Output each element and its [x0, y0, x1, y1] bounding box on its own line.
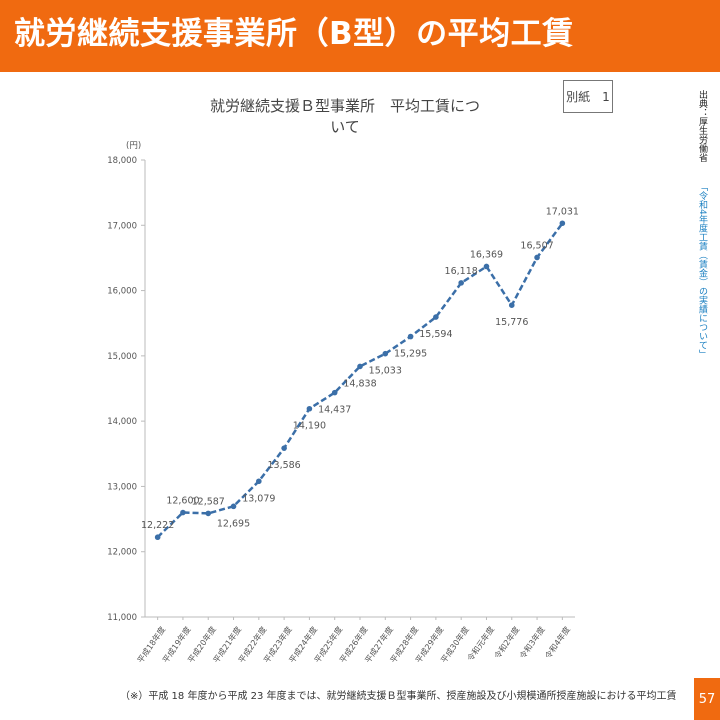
- source-label: 出典：厚生労働省: [697, 90, 707, 162]
- data-point: [180, 509, 186, 516]
- source-link[interactable]: 「令和4年度工賃（賃金）の実績について」: [697, 182, 707, 359]
- data-label: 15,776: [495, 317, 528, 328]
- data-point: [357, 363, 363, 370]
- data-label: 14,437: [318, 405, 351, 416]
- data-label: 16,118: [445, 266, 478, 277]
- header-bar: 就労継続支援事業所（B型）の平均工賃: [0, 0, 720, 72]
- attachment-badge: 別紙 1: [563, 80, 613, 113]
- data-point: [508, 302, 515, 308]
- page-title: 就労継続支援事業所（B型）の平均工賃: [14, 16, 574, 52]
- data-label: 12,222: [141, 520, 174, 531]
- y-tick-label: 14,000: [107, 417, 137, 427]
- data-label: 13,586: [267, 460, 300, 471]
- data-label: 12,695: [217, 518, 250, 529]
- data-label: 12,600: [166, 496, 199, 507]
- x-tick-label: 令和4年度: [543, 624, 572, 660]
- source-note: 出典：厚生労働省 「令和4年度工賃（賃金）の実績について」: [692, 90, 716, 390]
- data-label: 17,031: [546, 206, 579, 217]
- data-label: 14,838: [343, 378, 376, 389]
- data-label: 15,295: [394, 349, 427, 360]
- y-tick-label: 17,000: [107, 221, 137, 231]
- data-point: [256, 478, 262, 485]
- data-label: 13,079: [242, 493, 275, 504]
- y-tick-label: 18,000: [107, 156, 137, 166]
- data-label: 15,594: [419, 329, 452, 340]
- chart-title: 就労継続支援Ｂ型事業所 平均工賃について: [209, 97, 480, 136]
- y-tick-label: 13,000: [107, 482, 137, 492]
- data-point: [483, 263, 490, 270]
- data-point: [281, 445, 287, 451]
- y-tick-label: 11,000: [107, 613, 137, 623]
- data-point: [382, 350, 389, 357]
- data-label: 16,369: [470, 249, 503, 260]
- data-point: [458, 280, 464, 286]
- y-tick-label: 15,000: [107, 352, 137, 362]
- x-tick-label: 令和3年度: [517, 624, 546, 660]
- footnote: （※）平成 18 年度から平成 23 年度までは、就労継続支援Ｂ型事業所、授産施…: [120, 691, 677, 702]
- data-point: [433, 314, 439, 320]
- data-label: 12,587: [192, 496, 225, 507]
- data-point: [306, 405, 313, 412]
- data-point: [407, 333, 414, 340]
- data-point: [230, 503, 237, 510]
- data-point: [154, 534, 161, 541]
- y-tick-label: 16,000: [107, 287, 137, 297]
- y-tick-label: 12,000: [107, 548, 137, 558]
- x-tick-label: 令和2年度: [492, 624, 521, 660]
- data-label: 15,033: [369, 366, 402, 377]
- page-number: 57: [694, 678, 720, 720]
- data-label: 16,507: [520, 240, 553, 251]
- data-point: [331, 389, 338, 396]
- data-point: [559, 220, 566, 227]
- data-label: 14,190: [293, 421, 326, 432]
- data-point: [534, 254, 540, 261]
- y-axis-unit: (円): [126, 141, 141, 151]
- data-point: [205, 510, 212, 517]
